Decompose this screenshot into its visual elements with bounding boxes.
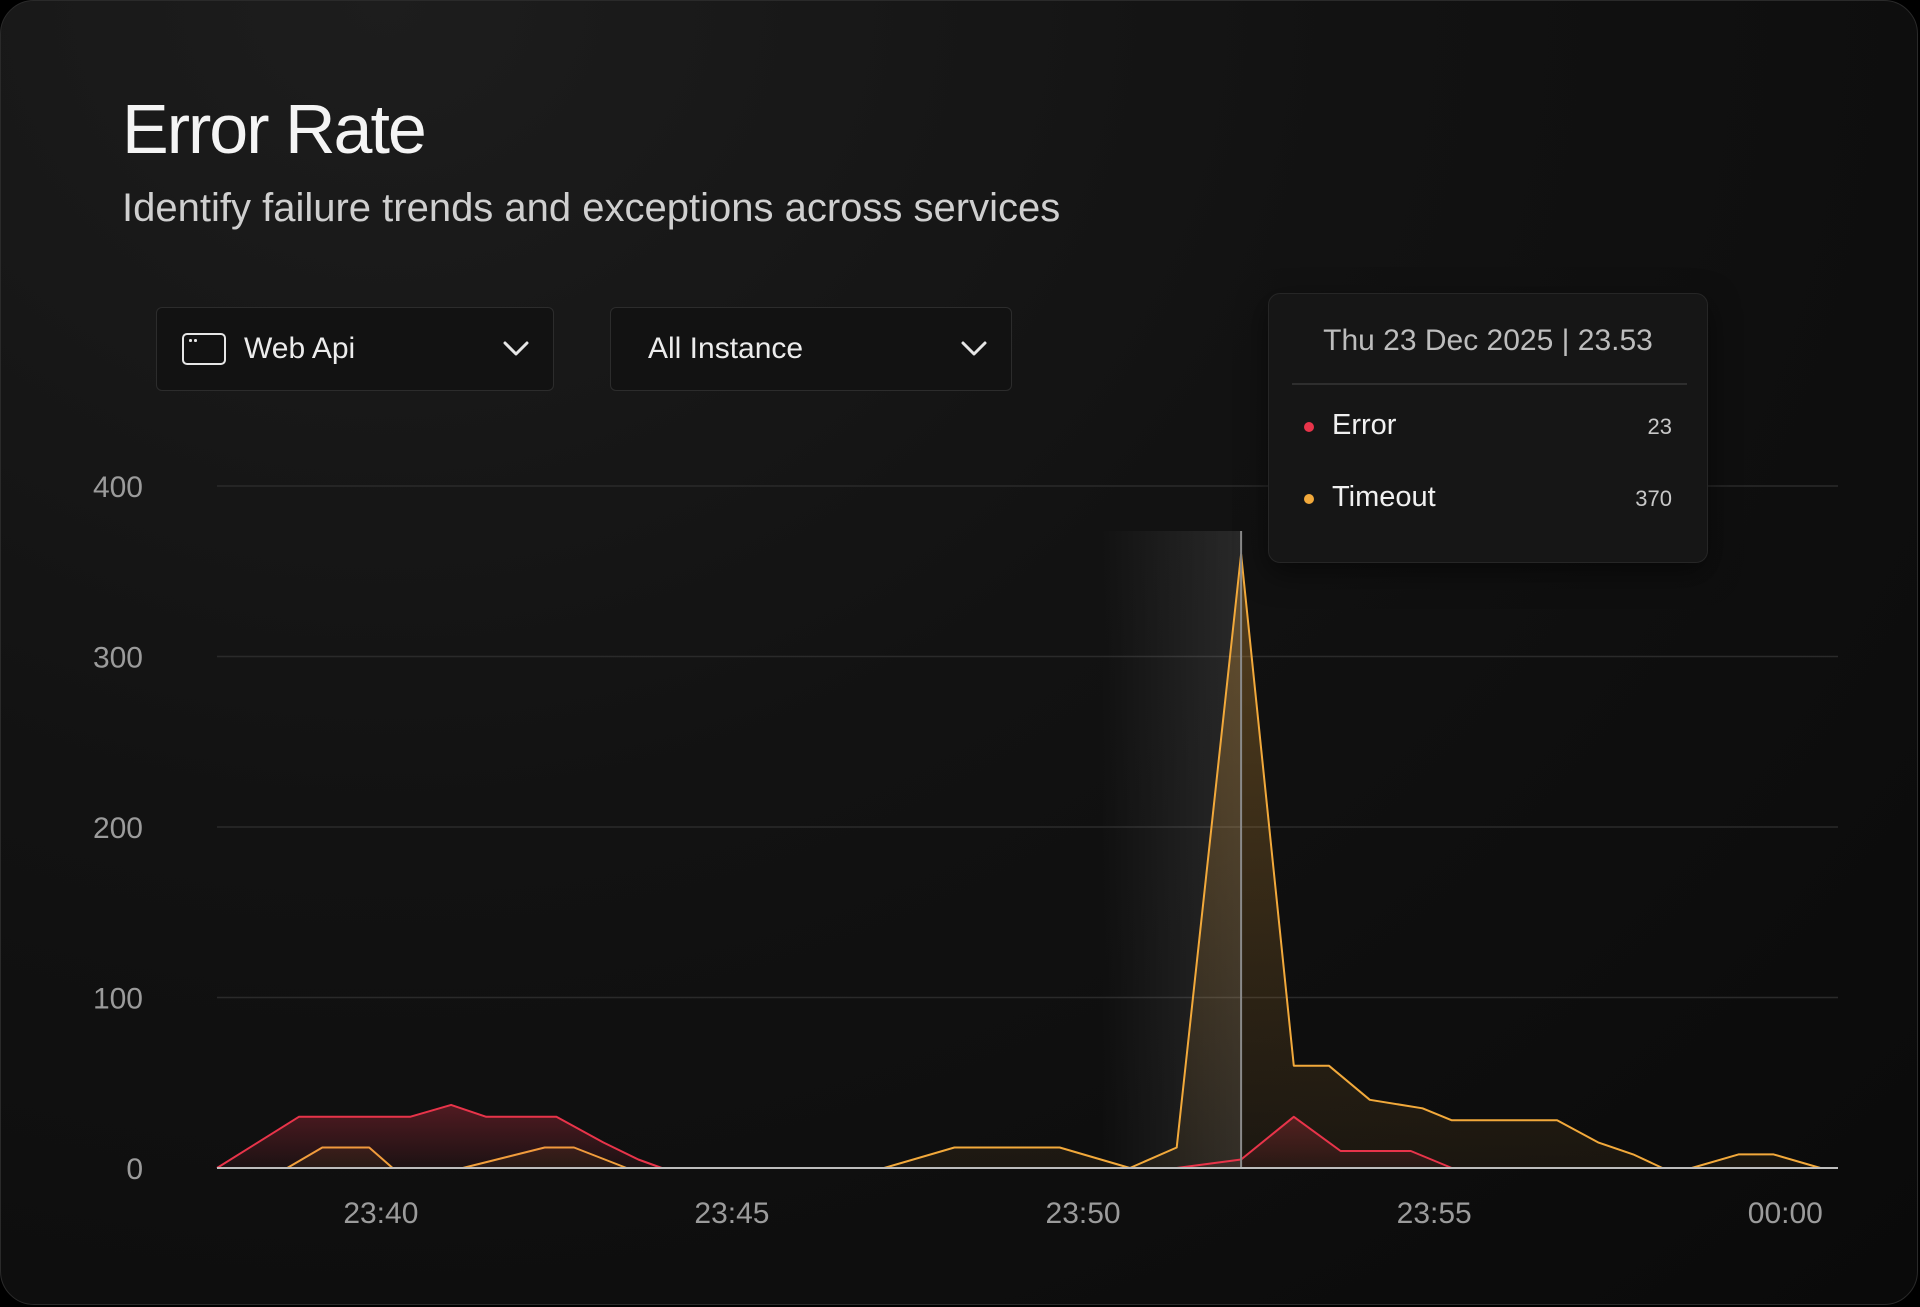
tooltip-row-timeout: Timeout 370: [1304, 479, 1672, 519]
page-title: Error Rate: [122, 90, 427, 168]
instance-dropdown-label: All Instance: [648, 332, 804, 365]
chart-tooltip: Thu 23 Dec 2025 | 23.53 Error 23 Timeout…: [1268, 293, 1708, 563]
tooltip-label: Timeout: [1332, 481, 1436, 513]
instance-dropdown[interactable]: All Instance: [610, 307, 1012, 391]
x-tick-label: 23:50: [1046, 1197, 1121, 1230]
window-icon: [182, 333, 226, 365]
x-tick-label: 00:00: [1748, 1197, 1823, 1230]
error-dot-icon: [1304, 422, 1314, 432]
tooltip-row-error: Error 23: [1304, 407, 1672, 447]
series-line-error: [216, 1103, 1838, 1169]
tooltip-timestamp: Thu 23 Dec 2025 | 23.53: [1323, 324, 1653, 357]
y-tick-label: 100: [93, 983, 143, 1016]
series-line-timeout: [217, 553, 1838, 1169]
tooltip-divider: [1292, 383, 1687, 385]
chevron-down-icon: [503, 341, 529, 356]
y-tick-label: 0: [126, 1153, 143, 1186]
x-tick-label: 23:45: [694, 1197, 769, 1230]
service-dropdown[interactable]: Web Api: [156, 307, 554, 391]
page-subtitle: Identify failure trends and exceptions a…: [122, 186, 1061, 230]
series-area-timeout: [217, 554, 1838, 1168]
y-tick-label: 400: [93, 471, 143, 504]
y-tick-label: 300: [93, 642, 143, 675]
tooltip-value: 370: [1635, 486, 1672, 511]
y-tick-label: 200: [93, 812, 143, 845]
x-tick-label: 23:40: [343, 1197, 418, 1230]
x-tick-label: 23:55: [1397, 1197, 1472, 1230]
tooltip-value: 23: [1647, 414, 1672, 439]
timeout-dot-icon: [1304, 494, 1314, 504]
service-dropdown-label: Web Api: [244, 332, 356, 365]
tooltip-label: Error: [1332, 409, 1397, 441]
chevron-down-icon: [961, 341, 987, 356]
